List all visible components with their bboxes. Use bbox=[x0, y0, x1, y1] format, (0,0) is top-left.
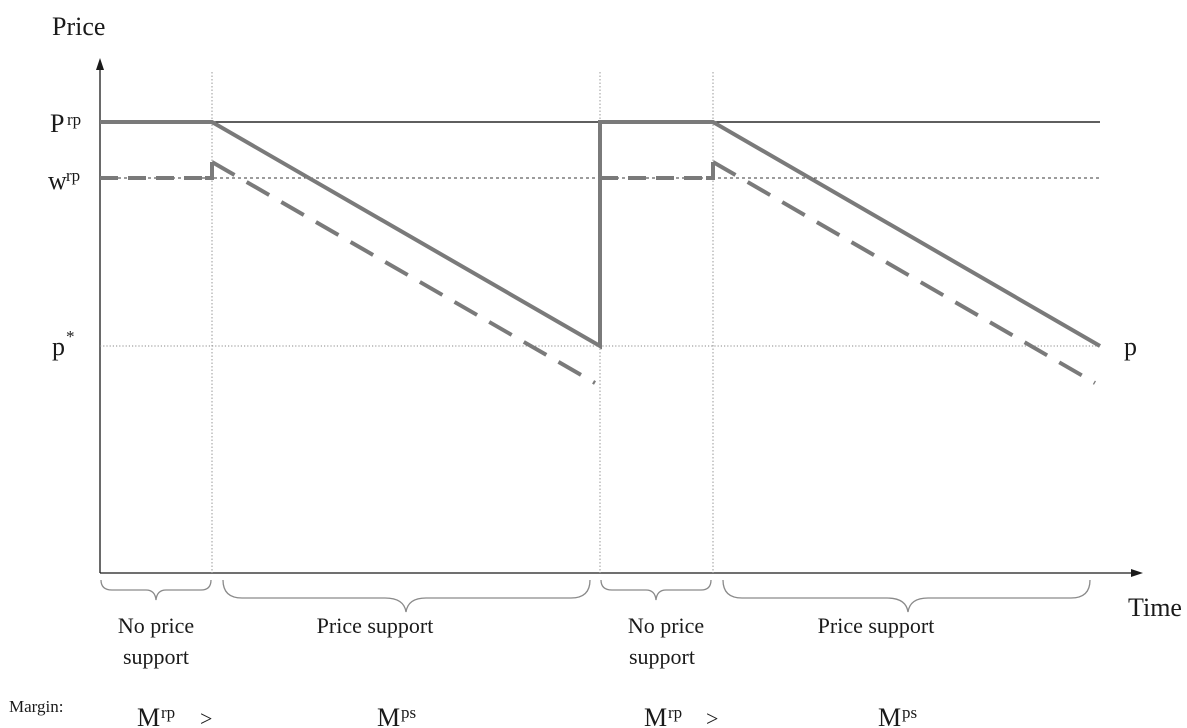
wholesale-segment-1-step bbox=[205, 162, 214, 180]
margin-rp-1-sup: rp bbox=[161, 703, 175, 722]
retail-price-label-base: P bbox=[50, 109, 64, 138]
margin-ps-1: M ps bbox=[377, 703, 416, 728]
margin-rp-1-base: M bbox=[137, 703, 160, 728]
wholesale-segment-2-decline bbox=[711, 160, 1097, 385]
margin-ps-2-base: M bbox=[878, 703, 901, 728]
margin-ps-1-base: M bbox=[377, 703, 400, 728]
margin-rp-2-base: M bbox=[644, 703, 667, 728]
brace-1 bbox=[100, 579, 212, 601]
phase-labels: No price support Price support No price … bbox=[118, 613, 935, 669]
p-star-label: p * bbox=[52, 327, 75, 361]
phase-1-label-line1: No price bbox=[118, 613, 194, 638]
margin-caption: Margin: bbox=[9, 697, 63, 716]
wholesale-segment-1-decline bbox=[211, 160, 596, 385]
x-axis-arrow-icon bbox=[1131, 569, 1143, 577]
wholesale-price-path bbox=[100, 160, 1097, 385]
brace-2 bbox=[222, 579, 591, 613]
brace-4 bbox=[722, 579, 1091, 613]
margin-rp-2-sup: rp bbox=[668, 703, 682, 722]
phase-3-label-line2: support bbox=[629, 644, 695, 669]
x-axis-label: Time bbox=[1128, 593, 1182, 622]
p-star-label-base: p bbox=[52, 332, 65, 361]
retail-price-label-sup: rp bbox=[67, 110, 81, 129]
axes bbox=[96, 58, 1143, 577]
phase-4-label: Price support bbox=[818, 613, 935, 638]
retail-price-label: P rp bbox=[50, 109, 81, 138]
margin-gt-1: > bbox=[200, 706, 212, 728]
y-axis-arrow-icon bbox=[96, 58, 104, 70]
margin-rp-1: M rp > bbox=[137, 703, 212, 728]
p-star-label-sup: * bbox=[66, 327, 75, 346]
margin-row: Margin: M rp > M ps M rp > M ps bbox=[9, 697, 917, 728]
phase-1-label-line2: support bbox=[123, 644, 189, 669]
phase-2-label: Price support bbox=[317, 613, 434, 638]
retail-price-path bbox=[100, 120, 1102, 350]
y-axis-label: Price bbox=[52, 12, 105, 41]
wholesale-price-label-base: w bbox=[48, 166, 67, 195]
margin-ps-2: M ps bbox=[878, 703, 917, 728]
phase-braces bbox=[100, 579, 1091, 613]
p-right-label: p bbox=[1124, 332, 1137, 361]
wholesale-segment-2-step bbox=[706, 162, 715, 180]
phase-3-label-line1: No price bbox=[628, 613, 704, 638]
phase-boundaries bbox=[211, 72, 714, 573]
brace-3 bbox=[600, 579, 712, 601]
margin-ps-2-sup: ps bbox=[902, 703, 917, 722]
margin-rp-2: M rp > bbox=[644, 703, 718, 728]
margin-ps-1-sup: ps bbox=[401, 703, 416, 722]
wholesale-price-label-sup: rp bbox=[66, 166, 80, 185]
wholesale-price-label: w rp bbox=[48, 166, 80, 195]
margin-gt-2: > bbox=[706, 706, 718, 728]
